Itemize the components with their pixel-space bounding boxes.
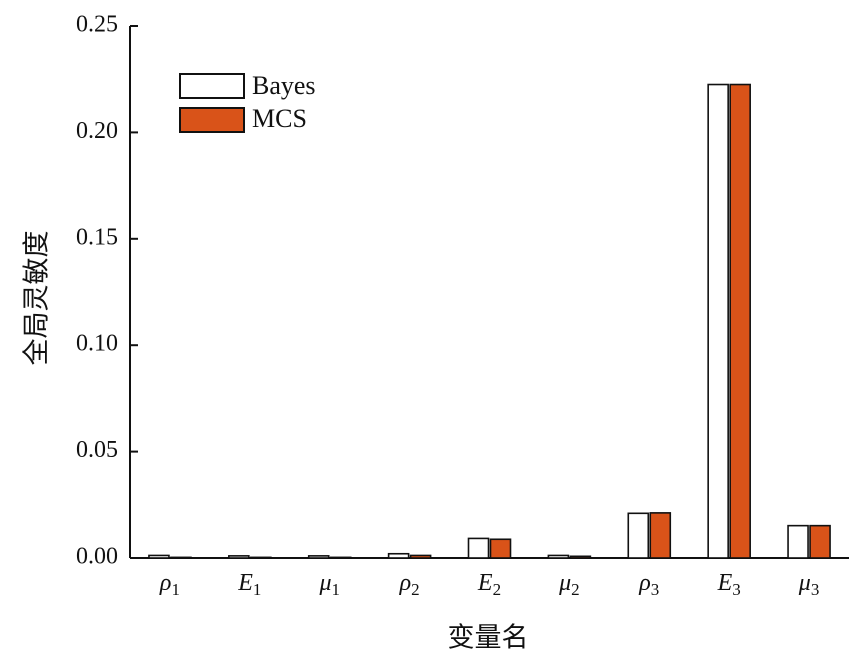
y-tick-label-2: 0.10 bbox=[76, 331, 118, 357]
bar-bayes-1 bbox=[228, 555, 250, 559]
y-tick-label-4: 0.20 bbox=[76, 118, 118, 144]
bar-bayes-3 bbox=[387, 552, 410, 559]
legend-swatch-mcs bbox=[179, 107, 245, 133]
x-tick-label-0: ρ1 bbox=[159, 570, 180, 599]
x-tick-label-5: μ2 bbox=[558, 570, 580, 599]
bar-mcs-1 bbox=[250, 556, 272, 559]
y-tick-label-0: 0.00 bbox=[76, 544, 118, 570]
bar-mcs-7 bbox=[729, 83, 751, 559]
bar-bayes-6 bbox=[627, 512, 650, 559]
bar-mcs-6 bbox=[649, 512, 672, 559]
x-axis-title: 变量名 bbox=[448, 623, 529, 654]
bar-mcs-4 bbox=[489, 538, 512, 559]
bar-bayes-8 bbox=[787, 524, 809, 559]
legend-item-mcs: MCS bbox=[179, 104, 307, 133]
x-tick-label-1: E1 bbox=[237, 570, 261, 599]
x-tick-label-3: ρ2 bbox=[399, 570, 420, 599]
x-tick-label-2: μ1 bbox=[318, 570, 340, 599]
legend-item-bayes: Bayes bbox=[179, 71, 316, 100]
bar-mcs-0 bbox=[170, 556, 192, 559]
x-tick-label-7: E3 bbox=[717, 570, 741, 599]
x-tick-label-4: E2 bbox=[477, 570, 501, 599]
legend-label-bayes: Bayes bbox=[252, 71, 316, 100]
legend: Bayes MCS bbox=[179, 71, 316, 133]
bar-bayes-2 bbox=[307, 555, 330, 559]
x-tick-label-8: μ3 bbox=[798, 570, 820, 599]
bar-mcs-8 bbox=[809, 524, 831, 559]
bar-bayes-7 bbox=[707, 83, 729, 559]
x-tick-label-6: ρ3 bbox=[638, 570, 659, 599]
y-tick-label-5: 0.25 bbox=[76, 12, 118, 38]
y-tick-label-1: 0.05 bbox=[76, 437, 118, 463]
bar-mcs-5 bbox=[569, 555, 592, 559]
y-axis-title: 全局灵敏度 bbox=[22, 231, 53, 366]
bar-bayes-5 bbox=[547, 554, 570, 559]
bar-bayes-0 bbox=[148, 554, 170, 559]
plot-area: 0.00 0.05 0.10 0.15 0.20 0.25 ρ1 E1 μ1 ρ2 E2 μ2 ρ3 E3… bbox=[76, 12, 849, 599]
y-tick-label-3: 0.15 bbox=[76, 224, 118, 250]
bar-bayes-4 bbox=[467, 537, 490, 559]
legend-swatch-bayes bbox=[179, 73, 245, 99]
bar-mcs-3 bbox=[409, 554, 432, 559]
legend-label-mcs: MCS bbox=[252, 104, 307, 133]
bar-mcs-2 bbox=[329, 556, 352, 559]
